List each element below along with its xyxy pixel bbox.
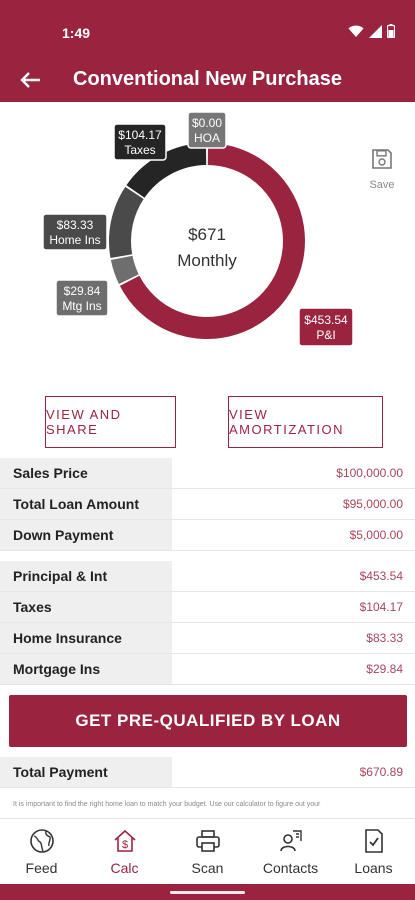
status-time: 1:49 (62, 25, 91, 41)
total-payment-table: Total Payment $670.89 (0, 757, 415, 788)
slice-amount: $0.00 (192, 116, 222, 130)
row-value: $5,000.00 (349, 528, 403, 542)
donut-slice-taxes[interactable] (126, 143, 207, 199)
row-label: Principal & Int (0, 561, 172, 591)
nav-item-scan[interactable]: Scan (166, 819, 249, 884)
signal-icon (369, 24, 382, 38)
nav-label: Contacts (262, 860, 319, 876)
table-row: Mortgage Ins $29.84 (0, 654, 415, 685)
slice-name: Home Ins (49, 233, 100, 247)
row-value: $29.84 (366, 662, 403, 676)
page-title: Conventional New Purchase (73, 68, 342, 90)
save-button[interactable]: Save (364, 148, 400, 191)
nav-label: Scan (191, 860, 224, 876)
battery-icon (387, 24, 395, 38)
total-label: Total Payment (0, 757, 172, 787)
wifi-icon (348, 25, 364, 37)
document-check-icon (364, 829, 383, 853)
printer-icon (195, 830, 220, 852)
table-row: Total Payment $670.89 (0, 757, 415, 788)
arrow-left-icon (20, 72, 40, 88)
view-amortization-button[interactable]: VIEW AMORTIZATION (228, 396, 383, 448)
disclaimer-text: It is important to find the right home l… (13, 801, 321, 808)
row-value: $83.33 (366, 631, 403, 645)
row-value: $104.17 (359, 600, 403, 614)
get-pre-qualified-button[interactable]: GET PRE-QUALIFIED BY LOAN (9, 695, 407, 747)
slice-amount: $453.54 (304, 313, 348, 327)
table-row: Home Insurance $83.33 (0, 623, 415, 654)
status-icons (348, 24, 395, 38)
row-label: Mortgage Ins (0, 654, 172, 684)
view-and-share-button[interactable]: VIEW AND SHARE (45, 396, 176, 448)
slice-label-p-i: $453.54P&I (298, 307, 354, 347)
slice-amount: $83.33 (57, 218, 94, 232)
row-value: $100,000.00 (336, 466, 403, 480)
donut-slice-p-i[interactable] (119, 143, 305, 339)
slice-name: Mtg Ins (62, 299, 101, 313)
total-value: $670.89 (359, 765, 403, 779)
table-row: Principal & Int $453.54 (0, 561, 415, 592)
contacts-icon (279, 830, 302, 852)
loan-summary-table: Sales Price $100,000.00 Total Loan Amoun… (0, 458, 415, 551)
slice-amount: $29.84 (64, 284, 101, 298)
slice-amount: $104.17 (118, 128, 162, 142)
payment-breakdown-table: Principal & Int $453.54 Taxes $104.17 Ho… (0, 561, 415, 685)
row-label: Total Loan Amount (0, 489, 172, 519)
row-value: $453.54 (359, 569, 403, 583)
donut-slice-home-ins[interactable] (109, 186, 144, 259)
globe-icon (29, 829, 54, 853)
home-dollar-icon: $ (113, 829, 136, 852)
donut-center-label: Monthly (177, 251, 237, 270)
bottom-nav: Feed $ Calc Scan Contacts Loans (0, 818, 415, 884)
nav-item-feed[interactable]: Feed (0, 819, 83, 884)
gesture-bar (0, 884, 415, 900)
nav-label: Calc (110, 860, 139, 876)
save-label: Save (369, 179, 395, 191)
donut-slice-mtg-ins[interactable] (110, 255, 139, 284)
table-row: Total Loan Amount $95,000.00 (0, 489, 415, 520)
row-label: Sales Price (0, 458, 172, 488)
nav-label: Loans (354, 860, 393, 876)
back-button[interactable] (14, 64, 46, 96)
row-value: $95,000.00 (342, 497, 403, 511)
row-label: Taxes (0, 592, 172, 622)
nav-item-contacts[interactable]: Contacts (249, 819, 332, 884)
slice-name: Taxes (124, 143, 155, 157)
table-row: Down Payment $5,000.00 (0, 520, 415, 551)
app-bar: Conventional New Purchase (0, 58, 415, 102)
slice-name: P&I (316, 328, 335, 342)
nav-item-calc[interactable]: $ Calc (83, 819, 166, 884)
table-row: Sales Price $100,000.00 (0, 458, 415, 489)
slice-name: HOA (194, 131, 220, 145)
floppy-disk-icon (372, 149, 392, 169)
gesture-pill (170, 891, 245, 894)
payment-donut-chart: $453.54 P&I $29.84 Mtg Ins $83.33 Home Ins $10… (0, 102, 415, 382)
svg-text:$: $ (121, 839, 127, 851)
row-label: Down Payment (0, 520, 172, 550)
donut-center-amount: $671 (188, 225, 226, 244)
status-bar: 1:49 (0, 0, 415, 58)
nav-item-loans[interactable]: Loans (332, 819, 415, 884)
table-row: Taxes $104.17 (0, 592, 415, 623)
nav-label: Feed (25, 860, 58, 876)
row-label: Home Insurance (0, 623, 172, 653)
